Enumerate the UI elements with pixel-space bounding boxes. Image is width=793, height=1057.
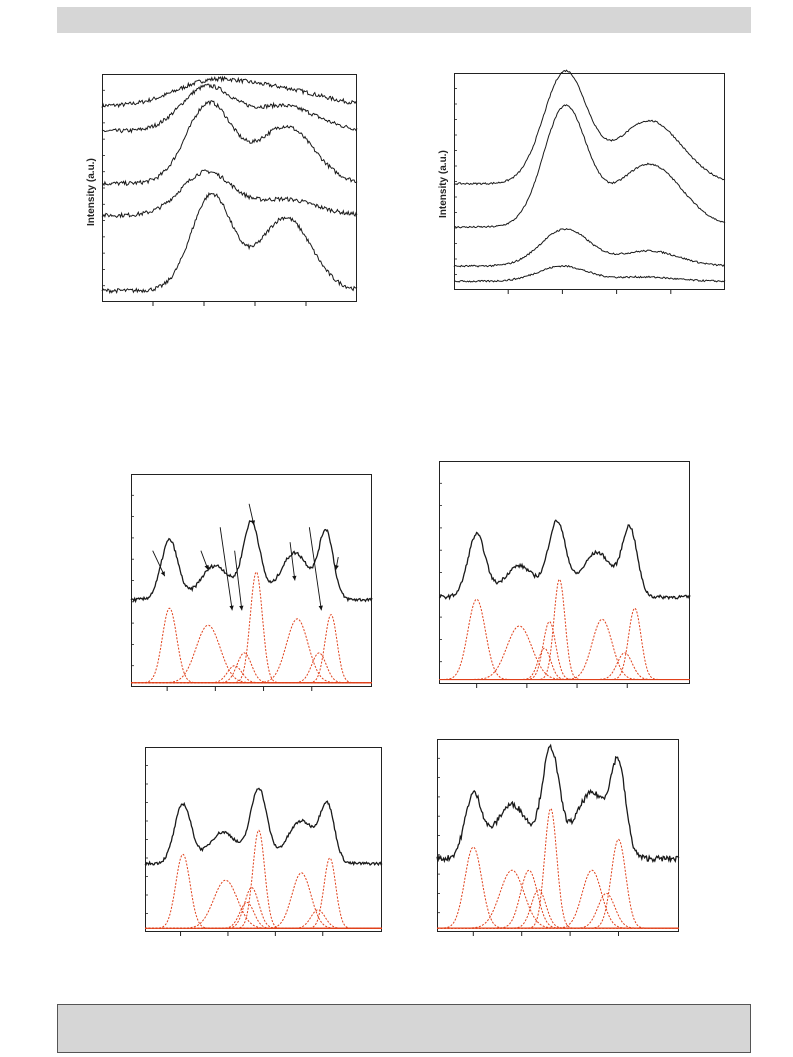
- plot-frame: [437, 739, 679, 932]
- fit-component-4: [145, 887, 382, 929]
- annotation-arrowhead-5: [250, 520, 256, 526]
- annotation-arrowhead-2: [204, 564, 209, 570]
- xrd-fit-chart-mid-right: [438, 461, 691, 688]
- fit-component-3: [131, 665, 372, 684]
- chart-svg: [101, 74, 358, 306]
- header-band: [57, 7, 751, 33]
- fit-component-5: [145, 829, 382, 929]
- annotation-arrowhead-7: [318, 605, 323, 611]
- fit-component-4: [439, 621, 690, 680]
- annotation-arrow-1: [152, 550, 166, 577]
- series-line-4: [453, 264, 726, 283]
- annotation-arrowhead-8: [334, 565, 339, 570]
- xrd-fit-chart-mid-left: [130, 474, 373, 691]
- fit-component-1: [437, 846, 679, 929]
- fit-component-7: [131, 652, 372, 684]
- fit-component-2: [145, 879, 382, 929]
- series-line-1: [453, 69, 726, 186]
- annotation-arrowhead-1: [160, 571, 165, 577]
- plot-frame: [131, 474, 372, 687]
- fit-component-7: [145, 909, 382, 929]
- measured-trace: [130, 520, 373, 604]
- annotation-arrow-6: [289, 542, 296, 581]
- measured-trace: [144, 787, 383, 867]
- annotation-arrowhead-3: [229, 605, 234, 611]
- footer-band: [57, 1004, 751, 1053]
- fit-component-5: [439, 578, 690, 680]
- plot-frame: [145, 747, 382, 932]
- fit-component-8: [439, 607, 690, 680]
- fit-component-8: [131, 613, 372, 684]
- plot-frame: [102, 74, 357, 302]
- series-line-3: [101, 100, 358, 187]
- y-axis-label: Intensity (a.u.): [438, 150, 449, 218]
- annotation-arrowhead-4: [239, 605, 244, 611]
- xrd-chart-top-right: Intensity (a.u.): [438, 69, 726, 294]
- fit-component-2: [437, 869, 679, 929]
- series-line-4: [101, 169, 358, 219]
- fit-component-1: [131, 607, 372, 684]
- fit-component-3: [437, 869, 679, 929]
- measured-trace: [438, 519, 691, 601]
- fit-component-3: [145, 901, 382, 929]
- measured-trace: [436, 743, 680, 864]
- fit-component-4: [131, 652, 372, 684]
- fit-component-4: [437, 889, 679, 929]
- fit-component-6: [437, 869, 679, 929]
- annotation-arrow-7: [308, 527, 322, 611]
- plot-frame: [439, 461, 690, 684]
- xrd-fit-chart-bottom-right: [436, 739, 680, 936]
- xrd-chart-top-left: Intensity (a.u.): [86, 74, 358, 306]
- fit-component-5: [131, 571, 372, 684]
- series-line-2: [101, 83, 358, 134]
- chart-svg: [438, 461, 691, 688]
- annotation-arrow-3: [219, 527, 233, 611]
- annotation-arrow-4: [234, 550, 243, 611]
- fit-component-7: [437, 892, 679, 929]
- chart-svg: [436, 739, 680, 936]
- fit-component-3: [439, 647, 690, 680]
- fit-component-6: [131, 618, 372, 684]
- series-line-3: [453, 227, 726, 268]
- y-axis-label: Intensity (a.u.): [86, 158, 97, 226]
- chart-svg: [453, 69, 726, 294]
- series-line-1: [101, 75, 358, 109]
- chart-svg: [144, 747, 383, 936]
- chart-svg: [130, 474, 373, 691]
- fit-component-8: [437, 838, 679, 929]
- series-line-2: [454, 104, 726, 229]
- fit-component-6: [439, 618, 690, 680]
- annotation-arrowhead-6: [292, 575, 297, 581]
- plot-frame: [454, 73, 725, 290]
- xrd-fit-chart-bottom-left: [144, 747, 383, 936]
- fit-component-5: [437, 807, 679, 929]
- series-line-5: [101, 191, 358, 295]
- fit-component-6: [145, 872, 382, 929]
- fit-component-2: [439, 625, 690, 680]
